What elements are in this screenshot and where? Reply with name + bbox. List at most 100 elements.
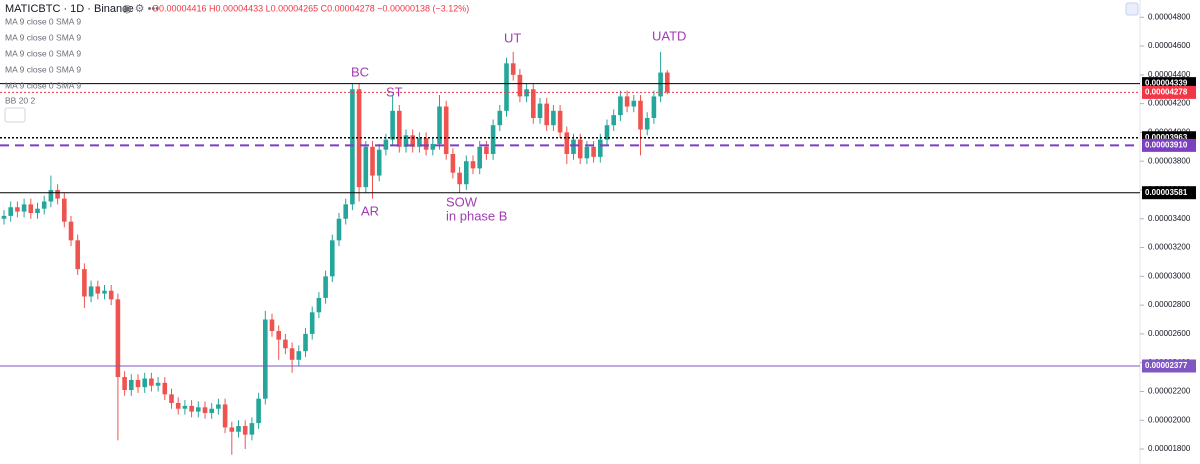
- candle-body: [323, 276, 328, 298]
- candle-body: [202, 407, 208, 414]
- y-tick-label: 0.00002800: [1148, 300, 1191, 309]
- candle-body: [115, 299, 121, 378]
- candle-body: [598, 139, 603, 157]
- candle-body: [41, 201, 47, 209]
- y-tick-label: 0.00004800: [1148, 12, 1191, 21]
- candle-body: [135, 379, 141, 388]
- candle-body: [316, 297, 322, 313]
- indicator[interactable]: MA 9 close 0 SMA 9: [5, 32, 81, 42]
- candle-body: [376, 149, 382, 176]
- candle-body: [430, 143, 436, 150]
- candle-body: [303, 333, 308, 352]
- candle-body: [544, 103, 549, 126]
- level-label: 0.00003581: [1145, 188, 1188, 197]
- candle-body: [390, 110, 395, 140]
- candle-body: [524, 89, 529, 97]
- level-label-box: [1142, 85, 1196, 99]
- y-tick-label: 0.00004400: [1148, 70, 1191, 79]
- indicator[interactable]: MA 9 close 0 SMA 9: [5, 16, 81, 26]
- candle-body: [410, 135, 415, 147]
- candle-body: [189, 405, 194, 412]
- indicator[interactable]: MA 9 close 0 SMA 9: [5, 64, 81, 74]
- annotation: SOW: [446, 194, 478, 209]
- candle-body: [363, 146, 369, 188]
- candle-body: [88, 286, 94, 297]
- candle-body: [450, 153, 456, 173]
- candle-body: [209, 408, 214, 414]
- candle-body: [196, 407, 201, 412]
- candle-body: [296, 351, 302, 360]
- indicator[interactable]: MA 9 close 0 SMA 9: [5, 48, 81, 58]
- candle-body: [62, 198, 67, 222]
- collapse-button[interactable]: [4, 107, 26, 123]
- y-tick-label: 0.00004200: [1148, 99, 1191, 108]
- candle-body: [665, 72, 670, 93]
- y-tick-label: 0.00003800: [1148, 156, 1191, 165]
- candle-body: [604, 125, 610, 140]
- candle-body: [122, 377, 127, 391]
- candle-body: [289, 348, 295, 360]
- y-tick-label: 0.00001800: [1148, 444, 1191, 453]
- candle-body: [108, 290, 114, 300]
- candle-body: [397, 110, 402, 147]
- ohlc-legend: O0.00004416 H0.00004433 L0.00004265 C0.0…: [152, 3, 469, 13]
- candle-body: [175, 402, 181, 409]
- candle-body: [249, 423, 255, 435]
- candle-body: [417, 138, 422, 147]
- candle-body: [470, 161, 476, 169]
- y-tick-label: 0.00003200: [1148, 243, 1191, 252]
- candle-body: [437, 106, 442, 144]
- eye-icon[interactable]: ◉ ⚙ •••: [122, 3, 159, 15]
- annotations: BC ST AR SOW in phase B UT UATD: [351, 28, 686, 223]
- candle-body: [75, 240, 80, 270]
- candle-body: [611, 115, 616, 126]
- candle-body: [644, 118, 650, 130]
- candle-body: [216, 404, 221, 409]
- candle-body: [68, 221, 74, 241]
- candle-body: [1, 215, 7, 219]
- level-label-box: [1142, 359, 1196, 373]
- candle-body: [557, 110, 563, 133]
- candle-body: [443, 106, 449, 154]
- candle-body: [370, 146, 375, 176]
- candle-body: [343, 204, 348, 219]
- level-label: 0.00002377: [1145, 361, 1188, 370]
- candle-body: [283, 339, 288, 349]
- annotation: AR: [361, 203, 379, 218]
- candle-body: [577, 139, 583, 159]
- candle-body: [95, 286, 101, 294]
- candle-body: [638, 100, 643, 130]
- candle-body: [383, 139, 389, 150]
- annotation: in phase B: [446, 208, 507, 223]
- y-tick-label: 0.00004600: [1148, 41, 1191, 50]
- candle-body: [356, 89, 362, 188]
- candle-body: [336, 218, 342, 241]
- level-label: 0.00003910: [1145, 140, 1188, 149]
- level-label-box: [1142, 186, 1196, 200]
- y-tick-label: 0.00002000: [1148, 415, 1191, 424]
- candle-body: [182, 405, 188, 409]
- candle-body: [658, 72, 663, 97]
- candle-body: [484, 146, 489, 154]
- level-label: 0.00004278: [1145, 88, 1188, 97]
- candle-body: [537, 103, 543, 119]
- candle-body: [510, 63, 516, 75]
- candle-body: [497, 110, 503, 126]
- candle-body: [28, 204, 34, 214]
- candle-body: [309, 312, 315, 334]
- candle-body: [477, 146, 482, 169]
- indicator[interactable]: BB 20 2: [5, 95, 36, 105]
- candle-body: [222, 404, 228, 428]
- settings-button[interactable]: [1125, 2, 1139, 16]
- candle-body: [330, 240, 335, 277]
- candle-body: [651, 96, 657, 119]
- candle-body: [15, 207, 20, 212]
- symbol: MATICBTC · 1D · Binance: [5, 3, 134, 15]
- indicator[interactable]: MA 9 close 0 SMA 9: [5, 80, 81, 90]
- candle-body: [129, 379, 134, 391]
- candle-body: [591, 146, 596, 157]
- y-tick-label: 0.00003000: [1148, 271, 1191, 280]
- candle-body: [457, 172, 462, 185]
- candle-body: [584, 146, 590, 159]
